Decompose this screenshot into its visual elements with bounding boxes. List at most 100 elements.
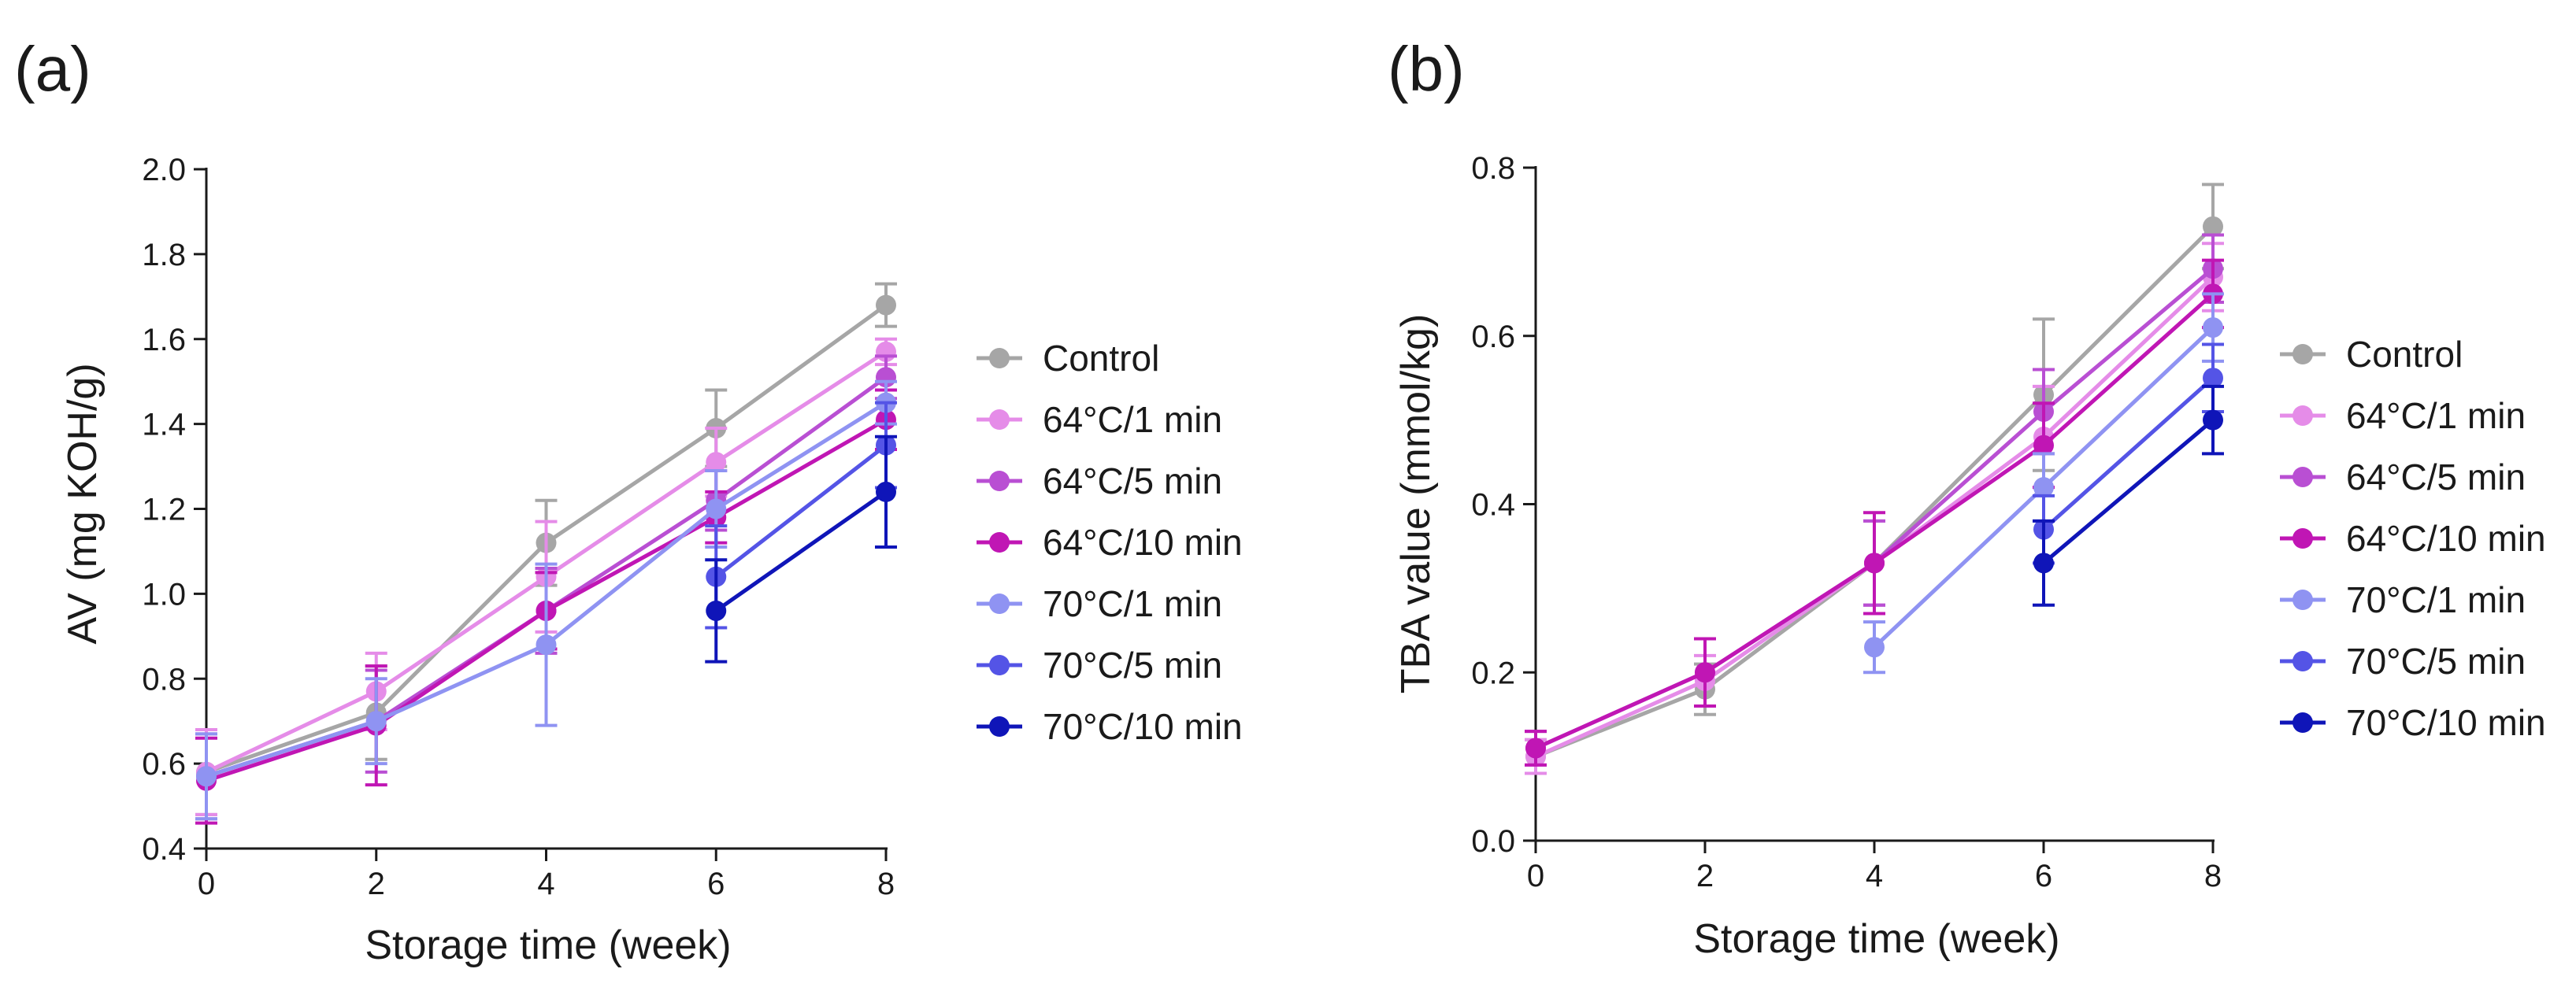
panel-b-x-tick-label: 4 bbox=[1866, 859, 1883, 893]
panel-b-series bbox=[1525, 183, 2224, 775]
panel-b-legend-entry: 70°C/1 min bbox=[2280, 579, 2526, 620]
panel-b-legend-label: 70°C/5 min bbox=[2346, 641, 2526, 682]
panel-a-series-5 bbox=[705, 401, 897, 630]
panel-b-data-point bbox=[2203, 409, 2223, 431]
panel-b-legend-entry: Control bbox=[2280, 334, 2463, 375]
panel-a-legend-label: Control bbox=[1043, 338, 1159, 379]
panel-a-series-6 bbox=[705, 434, 897, 664]
panel-a-y-tick-label: 0.8 bbox=[142, 662, 186, 697]
panel-a-legend-entry: 64°C/1 min bbox=[977, 399, 1222, 440]
panel-b-data-point bbox=[2203, 317, 2223, 338]
panel-a-data-point bbox=[876, 481, 896, 502]
panel-b-x-tick-label: 8 bbox=[2204, 859, 2222, 893]
panel-b-label: (b) bbox=[1388, 34, 1465, 104]
panel-b-data-point bbox=[1864, 553, 1885, 574]
panel-a-data-point bbox=[706, 498, 727, 520]
panel-a-legend-label: 64°C/1 min bbox=[1043, 399, 1222, 440]
panel-b-y-tick-label: 0.8 bbox=[1471, 151, 1515, 186]
panel-a-label: (a) bbox=[14, 34, 91, 104]
panel-a-legend-label: 64°C/5 min bbox=[1043, 460, 1222, 501]
panel-b-data-point bbox=[2033, 553, 2054, 574]
panel-a-x-tick-label: 8 bbox=[877, 867, 895, 901]
panel-a-data-point bbox=[876, 294, 896, 316]
panel-a-y-axis-title: AV (mg KOH/g) bbox=[60, 363, 106, 644]
panel-a-legend-entry: 70°C/10 min bbox=[977, 706, 1243, 747]
panel-b-legend-marker bbox=[2292, 467, 2313, 487]
panel-b-legend-marker bbox=[2292, 344, 2313, 364]
panel-b-series-0 bbox=[1525, 183, 2224, 775]
panel-a-legend-marker bbox=[989, 348, 1010, 368]
panel-a: (a) AV (mg KOH/g) Storage time (week) 0.… bbox=[14, 34, 1243, 968]
panel-b-y-tick-label: 0.2 bbox=[1471, 656, 1515, 690]
panel-a-legend-marker bbox=[989, 655, 1010, 675]
panel-a-legend-marker bbox=[989, 409, 1010, 430]
panel-b-legend-marker bbox=[2292, 712, 2313, 733]
panel-a-y-tick-label: 1.4 bbox=[142, 408, 186, 442]
panel-a-series bbox=[195, 282, 897, 825]
panel-a-legend: Control 64°C/1 min 64°C/5 min 64°C/10 min 70… bbox=[977, 338, 1243, 747]
panel-a-y-tick-label: 0.6 bbox=[142, 747, 186, 782]
panel-b-x-axis-title: Storage time (week) bbox=[1693, 916, 2059, 962]
panel-b-data-point bbox=[1695, 662, 1715, 683]
panel-a-y-tick-label: 1.2 bbox=[142, 493, 186, 527]
panel-b-series-line bbox=[2042, 376, 2215, 531]
panel-a-series-line bbox=[714, 490, 888, 612]
panel-b-legend-label: 70°C/1 min bbox=[2346, 579, 2526, 620]
panel-b-data-point bbox=[1525, 738, 1546, 759]
panel-a-x-tick-label: 0 bbox=[198, 867, 215, 901]
panel-a-data-point bbox=[706, 600, 727, 621]
panel-b-data-point bbox=[2033, 477, 2054, 498]
panel-a-x-tick-label: 2 bbox=[368, 867, 385, 901]
panel-b-series-line bbox=[2042, 418, 2215, 565]
panel-b-data-point bbox=[1864, 637, 1885, 658]
panel-b-data-point bbox=[2203, 368, 2223, 389]
panel-b-legend-marker bbox=[2292, 590, 2313, 610]
panel-b-legend-label: 70°C/10 min bbox=[2346, 702, 2546, 743]
panel-a-y-tick-label: 0.4 bbox=[142, 832, 186, 867]
panel-b-legend-label: 64°C/5 min bbox=[2346, 457, 2526, 497]
panel-a-y-tick-label: 1.8 bbox=[142, 238, 186, 272]
panel-b-legend-entry: 64°C/5 min bbox=[2280, 457, 2526, 497]
panel-a-x-axis-title: Storage time (week) bbox=[365, 923, 731, 968]
panel-b-y-tick-label: 0.0 bbox=[1471, 824, 1515, 859]
panel-b-x-tick-label: 0 bbox=[1527, 859, 1544, 893]
panel-b-y-tick-label: 0.6 bbox=[1471, 320, 1515, 354]
panel-a-legend-marker bbox=[989, 593, 1010, 614]
panel-a-y-tick-label: 1.6 bbox=[142, 323, 186, 357]
panel-b-legend-label: 64°C/1 min bbox=[2346, 395, 2526, 436]
panel-b: (b) TBA value (mmol/kg) Storage time (we… bbox=[1388, 34, 2546, 962]
panel-a-legend-marker bbox=[989, 532, 1010, 553]
panel-a-series-line bbox=[714, 443, 888, 579]
panel-b-legend-label: 64°C/10 min bbox=[2346, 518, 2546, 559]
panel-b-series-line bbox=[1535, 225, 2215, 759]
panel-b-axes: 0.0 0.2 0.4 0.6 0.8 0 2 4 6 8 bbox=[1471, 151, 2222, 893]
panel-a-legend-entry: 70°C/5 min bbox=[977, 645, 1222, 686]
panel-b-legend-entry: 70°C/10 min bbox=[2280, 702, 2546, 743]
panel-a-y-tick-label: 2.0 bbox=[142, 153, 186, 187]
panel-b-legend-marker bbox=[2292, 528, 2313, 549]
panel-a-x-tick-label: 4 bbox=[537, 867, 554, 901]
panel-a-legend-entry: 64°C/10 min bbox=[977, 522, 1243, 563]
panel-a-legend-entry: 64°C/5 min bbox=[977, 460, 1222, 501]
panel-a-data-point bbox=[706, 452, 727, 473]
panel-a-data-point bbox=[536, 634, 557, 656]
panel-a-y-tick-label: 1.0 bbox=[142, 577, 186, 612]
panel-a-legend-label: 70°C/1 min bbox=[1043, 583, 1222, 624]
panel-b-data-point bbox=[2203, 216, 2223, 237]
panel-b-legend-marker bbox=[2292, 405, 2313, 426]
panel-b-x-tick-label: 6 bbox=[2035, 859, 2052, 893]
panel-a-legend-entry: Control bbox=[977, 338, 1159, 379]
panel-a-data-point bbox=[196, 766, 217, 787]
panel-a-axes: 0.4 0.6 0.8 1.0 1.2 1.4 1.6 1.8 2.0 0 2 4 6 8 bbox=[142, 153, 895, 901]
panel-b-series-3 bbox=[1525, 258, 2224, 767]
panel-b-legend-entry: 64°C/10 min bbox=[2280, 518, 2546, 559]
panel-b-legend-label: Control bbox=[2346, 334, 2463, 375]
panel-a-legend-label: 70°C/5 min bbox=[1043, 645, 1222, 686]
panel-b-series-6 bbox=[2033, 384, 2224, 607]
panel-a-legend-label: 64°C/10 min bbox=[1043, 522, 1243, 563]
panel-b-legend-entry: 64°C/1 min bbox=[2280, 395, 2526, 436]
panel-b-series-1 bbox=[1525, 242, 2224, 775]
panel-a-legend-marker bbox=[989, 716, 1010, 737]
panel-b-y-axis-title: TBA value (mmol/kg) bbox=[1393, 314, 1439, 694]
